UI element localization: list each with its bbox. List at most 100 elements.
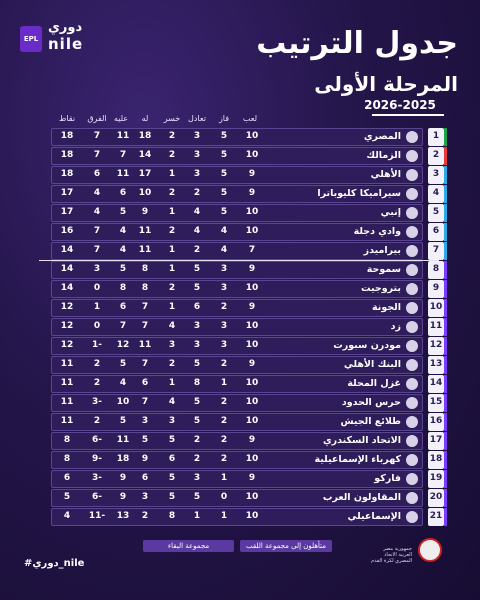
row-background	[51, 470, 423, 488]
cell-pts: 4	[63, 511, 71, 522]
cell-won: 5	[220, 188, 228, 199]
legend-survival-group: مجموعة البقاء	[143, 540, 234, 552]
cell-won: 2	[220, 359, 228, 370]
cell-gd: 0	[93, 321, 101, 332]
cell-gd: 0	[93, 283, 101, 294]
cell-drawn: 3	[193, 131, 201, 141]
cell-lost: 1	[168, 264, 176, 275]
cell-ga: 7	[119, 150, 127, 161]
cell-ga: 5	[119, 359, 127, 370]
team-crest-icon	[406, 397, 418, 410]
rank-accent	[444, 299, 447, 317]
cell-pts: 12	[60, 340, 74, 351]
row-background	[51, 375, 423, 393]
cell-won: 0	[220, 492, 228, 503]
cell-pts: 18	[60, 169, 74, 180]
cell-played: 10	[245, 397, 259, 408]
rank-badge: 4	[428, 185, 444, 203]
rank-badge: 8	[428, 261, 444, 279]
team-name: المصري	[363, 131, 401, 142]
cell-drawn: 5	[193, 283, 201, 294]
rank-badge: 9	[428, 280, 444, 298]
cell-pts: 12	[60, 321, 74, 332]
cell-pts: 11	[60, 359, 74, 370]
cell-played: 10	[245, 226, 259, 237]
table-row: 4 11- 13 2 8 1 1 10 الإسماعيلي 21	[51, 508, 461, 526]
cell-drawn: 2	[193, 435, 201, 446]
cell-lost: 2	[168, 283, 176, 294]
team-crest-icon	[406, 435, 418, 448]
team-crest-icon	[406, 207, 418, 220]
cell-ga: 5	[119, 207, 127, 218]
cell-gf: 7	[141, 397, 149, 408]
cell-won: 5	[220, 131, 228, 141]
cell-pts: 11	[60, 397, 74, 408]
cell-gd: 7	[93, 226, 101, 237]
table-row: 17 4 5 9 1 4 5 10 إنبي 5	[51, 204, 461, 222]
team-crest-icon	[406, 492, 418, 505]
cell-pts: 6	[63, 473, 71, 484]
rank-accent	[444, 280, 447, 298]
cell-won: 5	[220, 150, 228, 161]
team-crest-icon	[406, 188, 418, 201]
cell-drawn: 3	[193, 321, 201, 332]
header-drawn: تعادل	[188, 114, 206, 123]
cell-won: 4	[220, 245, 228, 256]
team-crest-icon	[406, 340, 418, 353]
row-background	[51, 508, 423, 526]
cell-won: 2	[220, 454, 228, 465]
header-pts: نقاط	[58, 114, 76, 123]
rank-badge: 3	[428, 166, 444, 184]
cell-pts: 18	[60, 131, 74, 141]
cell-gd: 1	[93, 302, 101, 313]
team-name: غزل المحلة	[347, 378, 401, 390]
cell-gf: 8	[141, 264, 149, 275]
table-row: 8 9- 18 9 6 2 2 10 كهرباء الإسماعيلية 18	[51, 451, 461, 469]
cell-gd: 1-	[92, 340, 102, 351]
cell-drawn: 4	[193, 207, 201, 218]
cell-drawn: 3	[193, 340, 201, 351]
cell-played: 10	[245, 283, 259, 294]
cell-lost: 2	[168, 188, 176, 199]
row-background	[51, 356, 423, 374]
epl-badge: EPL	[20, 26, 42, 52]
cell-played: 10	[245, 511, 259, 522]
cell-lost: 5	[168, 473, 176, 484]
cell-lost: 1	[168, 378, 176, 389]
cell-played: 10	[245, 416, 259, 427]
cell-gf: 3	[141, 492, 149, 503]
rank-accent	[444, 318, 447, 336]
cell-drawn: 5	[193, 359, 201, 370]
cell-won: 3	[220, 264, 228, 275]
table-row: 8 6- 11 5 5 2 2 9 الاتحاد السكندري 17	[51, 432, 461, 450]
table-row: 18 7 7 14 2 3 5 10 الزمالك 2	[51, 147, 461, 165]
team-crest-icon	[406, 454, 418, 467]
cell-won: 4	[220, 226, 228, 237]
rank-badge: 17	[428, 432, 444, 450]
cell-drawn: 5	[193, 492, 201, 503]
row-background	[51, 337, 423, 355]
cell-drawn: 2	[193, 188, 201, 199]
page-subtitle: المرحلة الأولى	[314, 72, 458, 96]
cell-pts: 11	[60, 378, 74, 389]
team-crest-icon	[406, 511, 418, 524]
row-background	[51, 128, 423, 146]
rank-badge: 13	[428, 356, 444, 374]
rank-badge: 15	[428, 394, 444, 412]
cell-played: 10	[245, 340, 259, 351]
cell-gd: 2	[93, 378, 101, 389]
cell-gf: 11	[138, 340, 152, 351]
table-row: 17 4 6 10 2 2 5 9 سيراميكا كليوباترا 4	[51, 185, 461, 203]
cell-ga: 6	[119, 302, 127, 313]
cell-won: 2	[220, 397, 228, 408]
legend-title-group: متأهلون إلى مجموعة اللقب	[240, 540, 332, 552]
cell-lost: 6	[168, 454, 176, 465]
cell-pts: 8	[63, 454, 71, 465]
team-crest-icon	[406, 264, 418, 277]
cell-won: 3	[220, 340, 228, 351]
cell-lost: 8	[168, 511, 176, 522]
team-crest-icon	[406, 283, 418, 296]
cell-gd: 7	[93, 150, 101, 161]
table-row: 18 6 11 17 1 3 5 9 الأهلي 3	[51, 166, 461, 184]
rank-accent	[444, 261, 447, 279]
